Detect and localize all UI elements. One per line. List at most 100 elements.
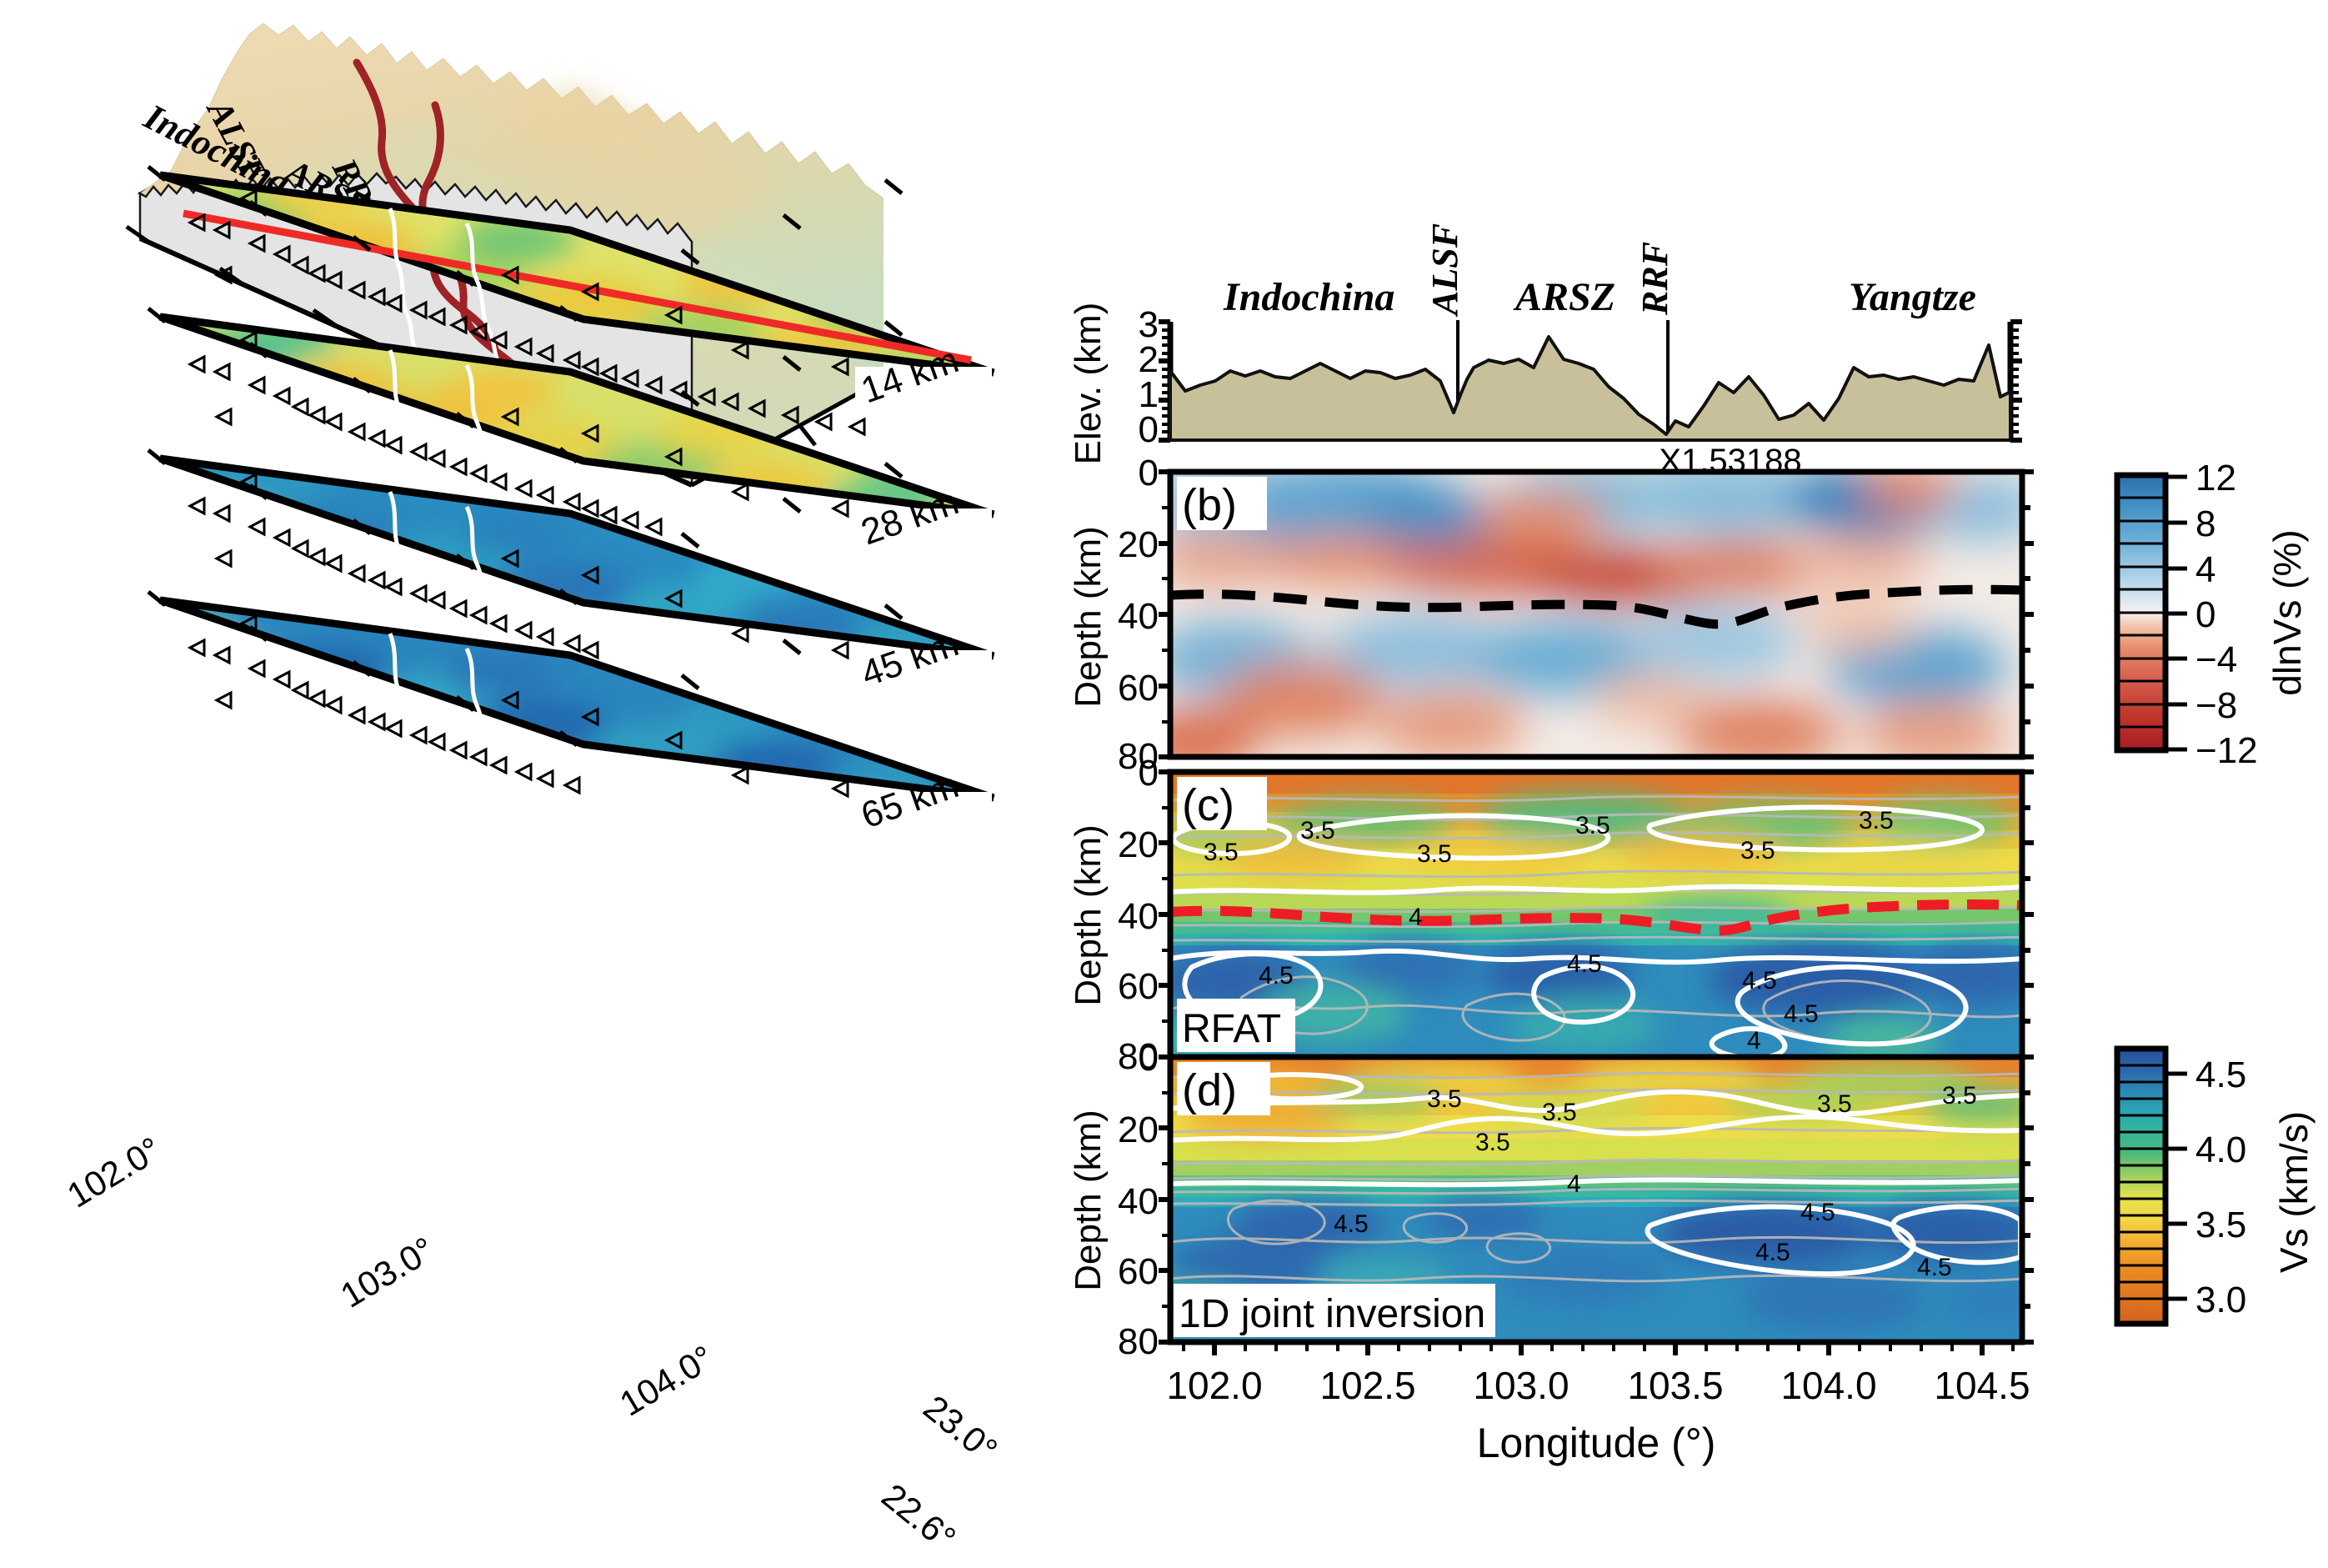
colorbar-vs-bar — [2114, 1045, 2169, 1327]
colorbar-vs-tick-40: 4.0 — [2195, 1130, 2246, 1170]
panel-c-contour-label-3: 3.5 — [1575, 812, 1610, 839]
x-tick-label-1045: 104.5 — [1934, 1364, 2030, 1407]
panel-d-contour-label-4: 3.5 — [1817, 1090, 1852, 1118]
panel-d-left-minor — [1162, 1091, 1170, 1308]
colorbar-vs-tick-45: 4.5 — [2195, 1055, 2246, 1095]
colorbar-vs-label: Vs (km/s) — [2272, 1111, 2315, 1273]
panel-c-contour-labels: 3.5 3.5 3.5 3.5 3.5 3.5 4 4.5 4.5 4.5 4.… — [1204, 807, 1894, 1055]
panel-d-contour-labels: 3.5 3.5 3.5 3.5 3.5 4 4.5 4.5 4.5 4.5 — [1334, 1082, 1977, 1281]
panel-d-tag: 1D joint inversion — [1179, 1292, 1485, 1336]
panel-c-contour-label-7: 4 — [1409, 904, 1423, 931]
x-tick-label-1040: 104.0 — [1780, 1364, 1876, 1407]
panel-d-ytick-40: 40 — [1118, 1181, 1159, 1222]
panel-d: Depth (km) 0 20 40 60 80 — [1068, 1038, 2315, 1362]
profile-line-14km — [183, 209, 972, 364]
panel-d-major-contours — [1170, 1072, 2022, 1277]
panel-b-ylabel: Depth (km) — [1068, 526, 1109, 708]
panel-d-contour-label-1: 3.5 — [1427, 1085, 1462, 1113]
panel-d-right-ticks — [2022, 1055, 2034, 1345]
x-tick-label-1020: 102.0 — [1166, 1364, 1262, 1407]
panel-b-letter: (b) — [1182, 480, 1237, 530]
panel-b-ytick-0: 0 — [1139, 453, 1159, 493]
fault-label-alsf-profile: ALSF — [1424, 223, 1465, 318]
colorbar-dlnvs-dividers — [2117, 496, 2165, 729]
colorbar-dlnvs-tick-4: 4 — [2195, 549, 2215, 590]
panel-c-left-minor — [1162, 806, 1170, 1023]
panel-d-contour-label-6: 4 — [1567, 1170, 1581, 1198]
panel-d-ytick-80: 80 — [1118, 1321, 1159, 1362]
slice45-frame — [158, 454, 995, 660]
slice14-label-bg — [855, 367, 992, 415]
terrane-label-arsz-profile: ARSZ — [1513, 275, 1615, 319]
panel-d-tag-bg — [1174, 1284, 1495, 1337]
panel-b-ytick-40: 40 — [1118, 596, 1159, 637]
slice65-ticks — [147, 590, 904, 747]
panel-d-contour-label-8: 4.5 — [1755, 1239, 1790, 1266]
panel-c-moho-line — [1170, 899, 2022, 936]
panel-c-ytick-40: 40 — [1118, 896, 1159, 937]
panel-c-contour-label-5: 3.5 — [1859, 807, 1894, 834]
panel-d-ytick-0: 0 — [1139, 1038, 1159, 1079]
panel-b: Depth (km) 0 20 40 60 80 — [1068, 453, 2309, 777]
slice65-label-bg — [855, 792, 992, 840]
elev-ytick-2: 2 — [1139, 339, 1159, 380]
slice28-label-bg — [855, 508, 992, 557]
slice65-frame — [158, 596, 995, 802]
panel-d-left-ticks — [1159, 1055, 1170, 1345]
panel-d-contour-label-5: 3.5 — [1942, 1082, 1977, 1110]
x-major-ticks — [1212, 1342, 1985, 1355]
slice45-label-group: 45 km — [855, 623, 992, 699]
panel-c-letter-bg — [1177, 777, 1267, 830]
slice14-ticks — [147, 165, 904, 322]
panel-b-left-minor — [1162, 506, 1170, 724]
panel-d-contour-label-10: 4.5 — [1917, 1254, 1952, 1281]
panel-b-ytick-80: 80 — [1118, 736, 1159, 777]
panel-d-contour-label-9: 4.5 — [1334, 1210, 1369, 1238]
terrane-label-indochina-profile: Indochina — [1223, 275, 1394, 319]
slice28-ticks — [147, 307, 904, 463]
panel-b-letter-bg — [1177, 477, 1267, 530]
colorbar-dlnvs-tick-8: 8 — [2195, 503, 2215, 544]
slice45-ticks — [147, 448, 904, 605]
panel-d-letter-bg — [1177, 1062, 1270, 1115]
panel-c-ylabel: Depth (km) — [1068, 824, 1109, 1006]
x-tick-label-1030: 103.0 — [1473, 1364, 1569, 1407]
panel-b-ytick-60: 60 — [1118, 668, 1159, 709]
panel-c-contour-label-8: 4.5 — [1259, 962, 1294, 989]
colorbar-dlnvs-tick-0: 0 — [2195, 594, 2215, 635]
panel-c-ytick-20: 20 — [1118, 824, 1159, 865]
slice28-fault-rrf — [464, 363, 501, 506]
panel-b-moho-line — [1170, 584, 2022, 629]
x-axis: 102.0 102.5 103.0 103.5 104.0 104.5 Long… — [1166, 1342, 2030, 1466]
panel-b-left-ticks — [1159, 469, 1170, 759]
slice45-stations — [187, 472, 849, 660]
slice28-frame — [158, 313, 995, 518]
panel-c-contour-label-10: 4.5 — [1742, 967, 1777, 994]
panel-d-letter: (d) — [1182, 1065, 1237, 1115]
slice65-stations — [187, 614, 849, 799]
colorbar-dlnvs-tick-n4: −4 — [2195, 639, 2237, 680]
elev-right-ticks — [2010, 319, 2022, 443]
panel-c: Depth (km) 0 20 40 60 80 — [1068, 753, 2034, 1077]
panel-c-ytick-60: 60 — [1118, 966, 1159, 1007]
panel-b-ytick-20: 20 — [1118, 524, 1159, 565]
colorbar-dlnvs-tick-n12: −12 — [2195, 730, 2258, 771]
colorbar-dlnvs-ticks — [2165, 474, 2187, 752]
panel-b-heatmap — [1170, 472, 2022, 757]
slice45-fault-alsf — [388, 491, 418, 634]
colorbar-vs-ticks — [2165, 1071, 2187, 1301]
x-tick-label-1035: 103.5 — [1627, 1364, 1723, 1407]
colorbar-vs-tick-35: 3.5 — [2195, 1205, 2246, 1245]
x-axis-label: Longitude (°) — [1477, 1420, 1716, 1466]
colorbar-vs: 4.5 4.0 3.5 3.0 Vs (km/s) — [2114, 1045, 2315, 1327]
slice14-fault-rrf — [464, 222, 501, 364]
slice65-fault-rrf — [464, 647, 501, 789]
colorbar-dlnvs-tick-12: 12 — [2195, 458, 2236, 498]
elev-major-ticks — [1159, 319, 1170, 443]
panel-d-ylabel: Depth (km) — [1068, 1110, 1109, 1291]
colorbar-vs-dividers — [2117, 1064, 2165, 1300]
panel-c-contour-label-2: 3.5 — [1417, 840, 1452, 868]
slice65-fault-alsf — [388, 633, 418, 776]
slice28-stations — [187, 330, 849, 537]
